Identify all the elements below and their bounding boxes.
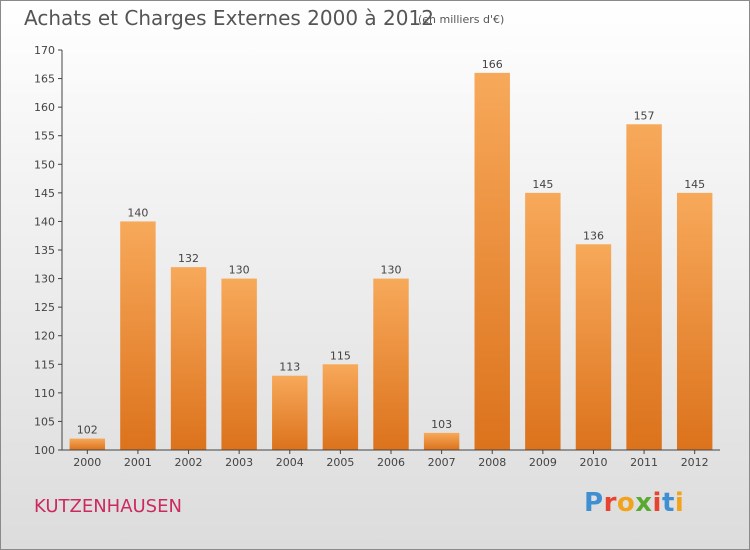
logo-letter: P	[584, 488, 604, 518]
chart-unit: (en milliers d'€)	[418, 13, 505, 26]
bars-group: 102 140 132 130 113 115 130 103 166 145 136 157 145	[69, 58, 713, 451]
data-label: 113	[279, 361, 300, 374]
x-tick-label: 2005	[326, 456, 354, 469]
x-tick-label: 2012	[681, 456, 709, 469]
x-tick-label: 2001	[124, 456, 152, 469]
y-tick-label: 165	[34, 73, 55, 86]
logo-letter: o	[616, 488, 636, 518]
bar	[120, 221, 156, 450]
x-tick-label: 2008	[478, 456, 506, 469]
logo-letter: x	[635, 488, 653, 518]
bar	[373, 278, 409, 450]
proxiti-logo: Proxiti	[584, 488, 684, 518]
bar	[272, 375, 308, 450]
x-tick-label: 2007	[428, 456, 456, 469]
data-label: 157	[634, 109, 655, 122]
y-tick-label: 135	[34, 244, 55, 257]
logo-letter: r	[603, 488, 617, 518]
x-tick-label: 2004	[276, 456, 304, 469]
data-label: 132	[178, 252, 199, 265]
x-tick-label: 2002	[175, 456, 203, 469]
bar	[676, 192, 713, 450]
place-name: KUTZENHAUSEN	[34, 496, 182, 517]
logo-letter: t	[661, 488, 675, 518]
data-label: 145	[532, 178, 553, 191]
data-label: 115	[330, 349, 351, 362]
y-tick-label: 115	[34, 358, 55, 371]
data-label: 166	[482, 58, 503, 71]
bar	[474, 72, 510, 450]
x-tick-label: 2003	[225, 456, 253, 469]
y-tick-label: 160	[34, 101, 55, 114]
y-tick-label: 150	[34, 158, 55, 171]
x-axis: 2000 2001 2002 2003 2004 2005 2006 2007 2008 2009…	[62, 449, 720, 469]
bar	[525, 192, 561, 450]
y-tick-label: 120	[34, 330, 55, 343]
y-tick-label: 105	[34, 415, 55, 428]
data-label: 102	[77, 424, 98, 437]
y-tick-label: 130	[34, 273, 55, 286]
y-tick-label: 145	[34, 187, 55, 200]
bar	[221, 278, 257, 450]
x-tick-label: 2011	[630, 456, 658, 469]
data-label: 130	[381, 264, 402, 277]
data-label: 145	[684, 178, 705, 191]
bar	[423, 432, 460, 450]
bar	[170, 267, 207, 450]
bar	[322, 364, 359, 450]
y-tick-label: 140	[34, 215, 55, 228]
y-tick-label: 110	[34, 387, 55, 400]
x-tick-label: 2006	[377, 456, 405, 469]
bar	[575, 244, 612, 450]
y-tick-label: 170	[34, 44, 55, 57]
y-tick-label: 125	[34, 301, 55, 314]
y-axis: 100 105 110 115 120 125 130 135 140 145 150 155 160 1…	[34, 44, 63, 457]
x-tick-label: 2010	[579, 456, 607, 469]
data-label: 103	[431, 418, 452, 431]
logo-letter: i	[652, 488, 662, 518]
data-label: 130	[229, 264, 250, 277]
data-label: 140	[127, 206, 148, 219]
x-tick-label: 2000	[73, 456, 101, 469]
chart-title: Achats et Charges Externes 2000 à 2012	[24, 6, 434, 30]
y-tick-label: 155	[34, 130, 55, 143]
data-label: 136	[583, 229, 604, 242]
y-tick-label: 100	[34, 444, 55, 457]
bar	[626, 124, 662, 451]
logo-letter: i	[674, 488, 685, 518]
x-tick-label: 2009	[529, 456, 557, 469]
bar	[69, 438, 106, 450]
